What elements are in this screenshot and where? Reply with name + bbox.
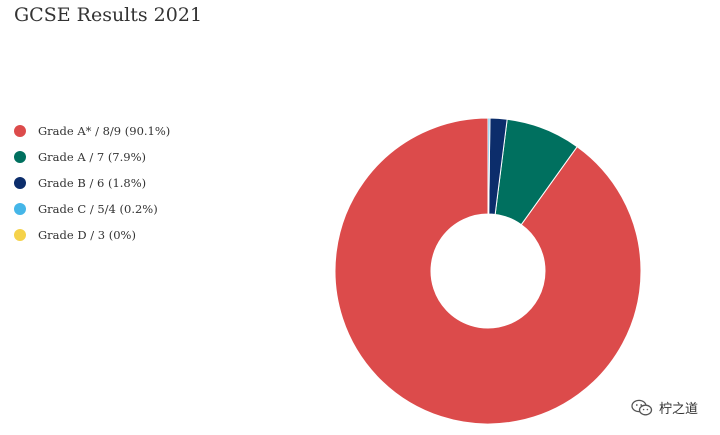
legend-swatch — [14, 125, 26, 137]
legend-label: Grade D / 3 (0%) — [38, 228, 136, 242]
chart-title: GCSE Results 2021 — [14, 4, 203, 26]
legend-item[interactable]: Grade C / 5/4 (0.2%) — [14, 196, 170, 222]
legend-label: Grade A / 7 (7.9%) — [38, 150, 147, 164]
donut-slice[interactable] — [334, 117, 642, 425]
watermark-text: 柠之道 — [658, 402, 698, 417]
watermark: 柠之道 — [631, 398, 698, 417]
legend-label: Grade C / 5/4 (0.2%) — [38, 202, 158, 216]
legend-label: Grade B / 6 (1.8%) — [38, 176, 147, 190]
legend-swatch — [14, 203, 26, 215]
legend-item[interactable]: Grade A* / 8/9 (90.1%) — [14, 118, 170, 144]
legend-swatch — [14, 229, 26, 241]
wechat-icon — [631, 399, 653, 415]
legend-item[interactable]: Grade B / 6 (1.8%) — [14, 170, 170, 196]
chart-legend: Grade A* / 8/9 (90.1%) Grade A / 7 (7.9%)… — [14, 118, 170, 248]
legend-item[interactable]: Grade A / 7 (7.9%) — [14, 144, 170, 170]
legend-label: Grade A* / 8/9 (90.1%) — [38, 124, 171, 138]
legend-swatch — [14, 177, 26, 189]
legend-item[interactable]: Grade D / 3 (0%) — [14, 222, 170, 248]
donut-slice[interactable] — [487, 117, 491, 215]
legend-swatch — [14, 151, 26, 163]
